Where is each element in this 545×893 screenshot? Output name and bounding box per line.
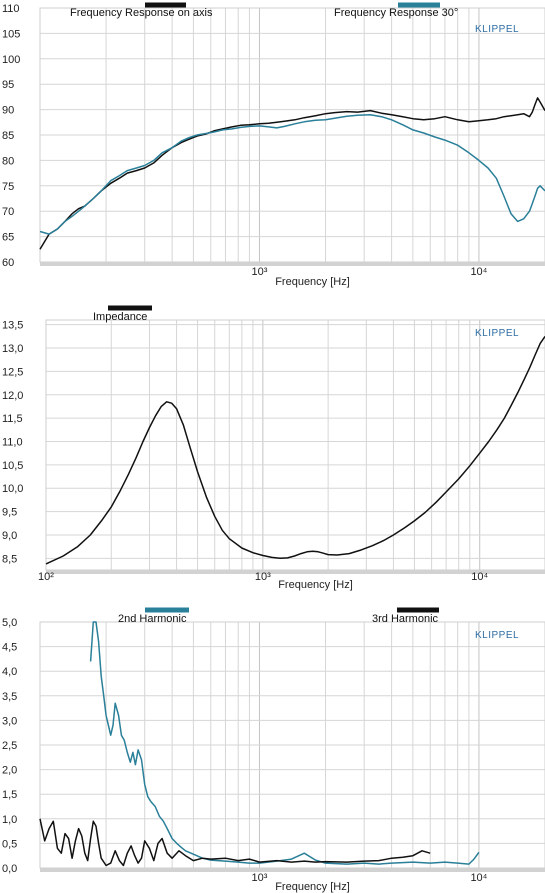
y-tick-label: 2,0 [2, 765, 17, 777]
x-tick-label: 10³ [252, 266, 268, 278]
y-tick-label: 95 [2, 79, 14, 91]
x-axis-label: Frequency [Hz] [275, 276, 350, 288]
x-tick-label: 10³ [252, 872, 268, 884]
y-tick-label: 11,0 [2, 436, 23, 448]
y-tick-label: 2,5 [2, 740, 17, 752]
legend-label: Frequency Response on axis [70, 7, 213, 19]
y-tick-label: 0,0 [2, 863, 17, 875]
x-tick-label: 10² [38, 571, 54, 583]
y-tick-label: 4,0 [2, 666, 17, 678]
y-tick-label: 90 [2, 105, 14, 117]
legend-label: 3rd Harmonic [372, 613, 439, 625]
y-tick-label: 3,0 [2, 715, 17, 727]
y-tick-label: 75 [2, 181, 14, 193]
y-tick-label: 3,5 [2, 691, 17, 703]
y-tick-label: 11,5 [2, 413, 23, 425]
grid-lines [39, 7, 545, 263]
brand-label: KLIPPEL [475, 24, 519, 35]
grid-lines [39, 621, 545, 869]
x-tick-label: 10⁴ [470, 266, 487, 278]
y-tick-label: 5,0 [2, 617, 17, 629]
grid-lines [45, 320, 545, 570]
chart-panel-1: 60 65 70 75 80 85 90 95 100 105 110 10³ 10⁴ Frequency… [2, 2, 545, 288]
series-line-2 [39, 818, 431, 867]
y-tick-label: 8,5 [2, 553, 17, 565]
y-tick-label: 65 [2, 232, 14, 244]
series-line-1 [89, 621, 480, 865]
y-tick-label: 105 [2, 28, 20, 40]
y-tick-label: 70 [2, 206, 14, 218]
series-line-1 [39, 97, 545, 250]
x-axis-bar [40, 262, 545, 266]
brand-label: KLIPPEL [475, 630, 519, 641]
x-tick-label: 10⁴ [471, 571, 488, 583]
y-tick-label: 100 [2, 54, 20, 66]
x-axis-label: Frequency [Hz] [278, 579, 353, 591]
y-tick-label: 1,5 [2, 789, 17, 801]
legend-label: 2nd Harmonic [118, 613, 187, 625]
y-tick-label: 13,0 [2, 343, 23, 355]
chart-panel-3: 0,0 0,5 1,0 1,5 2,0 2,5 3,0 3,5 4,0 4,5 5,0 10³ 10⁴ F… [2, 607, 545, 893]
y-tick-label: 80 [2, 155, 14, 167]
series-line-1 [45, 335, 545, 565]
x-axis-bar [46, 570, 545, 574]
y-tick-label: 10,5 [2, 460, 23, 472]
y-tick-label: 9,0 [2, 530, 17, 542]
x-axis-label: Frequency [Hz] [275, 881, 350, 893]
legend-label: Frequency Response 30° [334, 7, 458, 19]
y-tick-label: 4,5 [2, 642, 17, 654]
y-tick-label: 12,5 [2, 366, 23, 378]
legend-label: Impedance [93, 311, 147, 323]
y-tick-label: 110 [2, 3, 20, 15]
y-tick-label: 9,5 [2, 507, 17, 519]
x-tick-label: 10⁴ [470, 872, 487, 884]
y-tick-label: 12,0 [2, 390, 23, 402]
chart-panel-2: 8,5 9,0 9,5 10,0 10,5 11,0 11,5 12,0 12,5 13,0 13,… [2, 305, 545, 591]
y-tick-label: 1,0 [2, 814, 17, 826]
x-tick-label: 10³ [255, 571, 271, 583]
x-axis-bar [40, 868, 545, 872]
series-line-2 [39, 113, 545, 235]
y-tick-label: 60 [2, 257, 14, 269]
y-tick-label: 10,0 [2, 483, 23, 495]
y-tick-label: 13,5 [2, 320, 23, 332]
y-tick-label: 0,5 [2, 838, 17, 850]
brand-label: KLIPPEL [475, 328, 519, 339]
y-tick-label: 85 [2, 130, 14, 142]
